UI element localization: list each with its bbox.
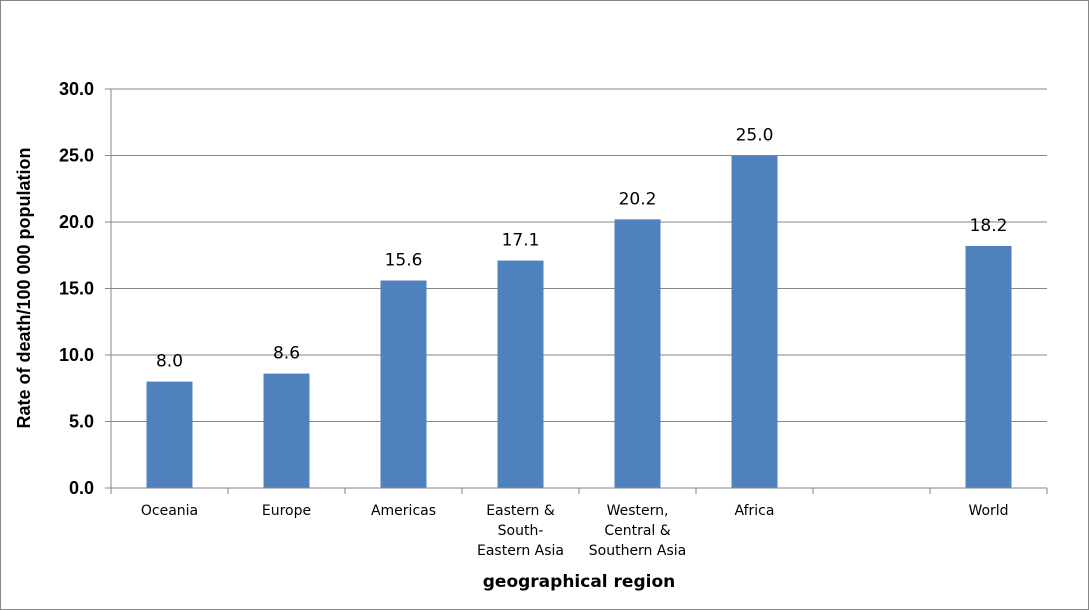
- gridlines: [111, 88, 1047, 422]
- y-tick-label: 10.0: [59, 345, 94, 365]
- data-labels: 8.0 8.6 15.6 17.1 20.2 25.0 18.2: [156, 126, 1007, 372]
- x-tick-label: Americas: [371, 503, 436, 519]
- x-tick-label: South-: [498, 523, 544, 539]
- bar: [146, 381, 193, 488]
- x-tick-label: Southern Asia: [589, 543, 686, 559]
- x-tick-label: Western,: [607, 503, 669, 519]
- category-labels: Oceania Europe Americas Eastern & South- East…: [141, 503, 1009, 559]
- bars: [146, 155, 1012, 488]
- data-label: 15.6: [385, 251, 423, 271]
- data-label: 25.0: [736, 126, 774, 146]
- y-tick-label: 25.0: [59, 146, 94, 166]
- y-tick-label: 30.0: [59, 79, 94, 99]
- bar: [497, 260, 544, 488]
- x-tick-label: World: [968, 503, 1008, 519]
- x-axis-title: geographical region: [483, 572, 676, 592]
- axes: [105, 88, 1048, 494]
- x-tick-label: Africa: [735, 503, 775, 519]
- y-tick-label: 0.0: [69, 478, 94, 498]
- y-tick-labels: 0.0 5.0 10.0 15.0 20.0 25.0 30.0: [59, 79, 94, 498]
- data-label: 8.6: [273, 344, 300, 364]
- data-label: 17.1: [502, 231, 540, 251]
- bar: [380, 280, 427, 488]
- x-tick-label: Eastern &: [486, 503, 555, 519]
- y-tick-label: 20.0: [59, 212, 94, 232]
- data-label: 18.2: [970, 216, 1008, 236]
- y-axis-title: Rate of death/100 000 population: [14, 147, 34, 428]
- bar: [965, 245, 1012, 488]
- bar: [263, 373, 310, 488]
- data-label: 8.0: [156, 352, 183, 372]
- data-label: 20.2: [619, 189, 657, 209]
- y-tick-label: 5.0: [69, 412, 94, 432]
- x-tick-label: Oceania: [141, 503, 198, 519]
- x-tick-label: Eastern Asia: [477, 543, 564, 559]
- y-tick-label: 15.0: [59, 279, 94, 299]
- x-tick-label: Central &: [604, 523, 670, 539]
- x-tick-label: Europe: [262, 503, 311, 519]
- bar: [614, 219, 661, 488]
- bar: [731, 155, 778, 488]
